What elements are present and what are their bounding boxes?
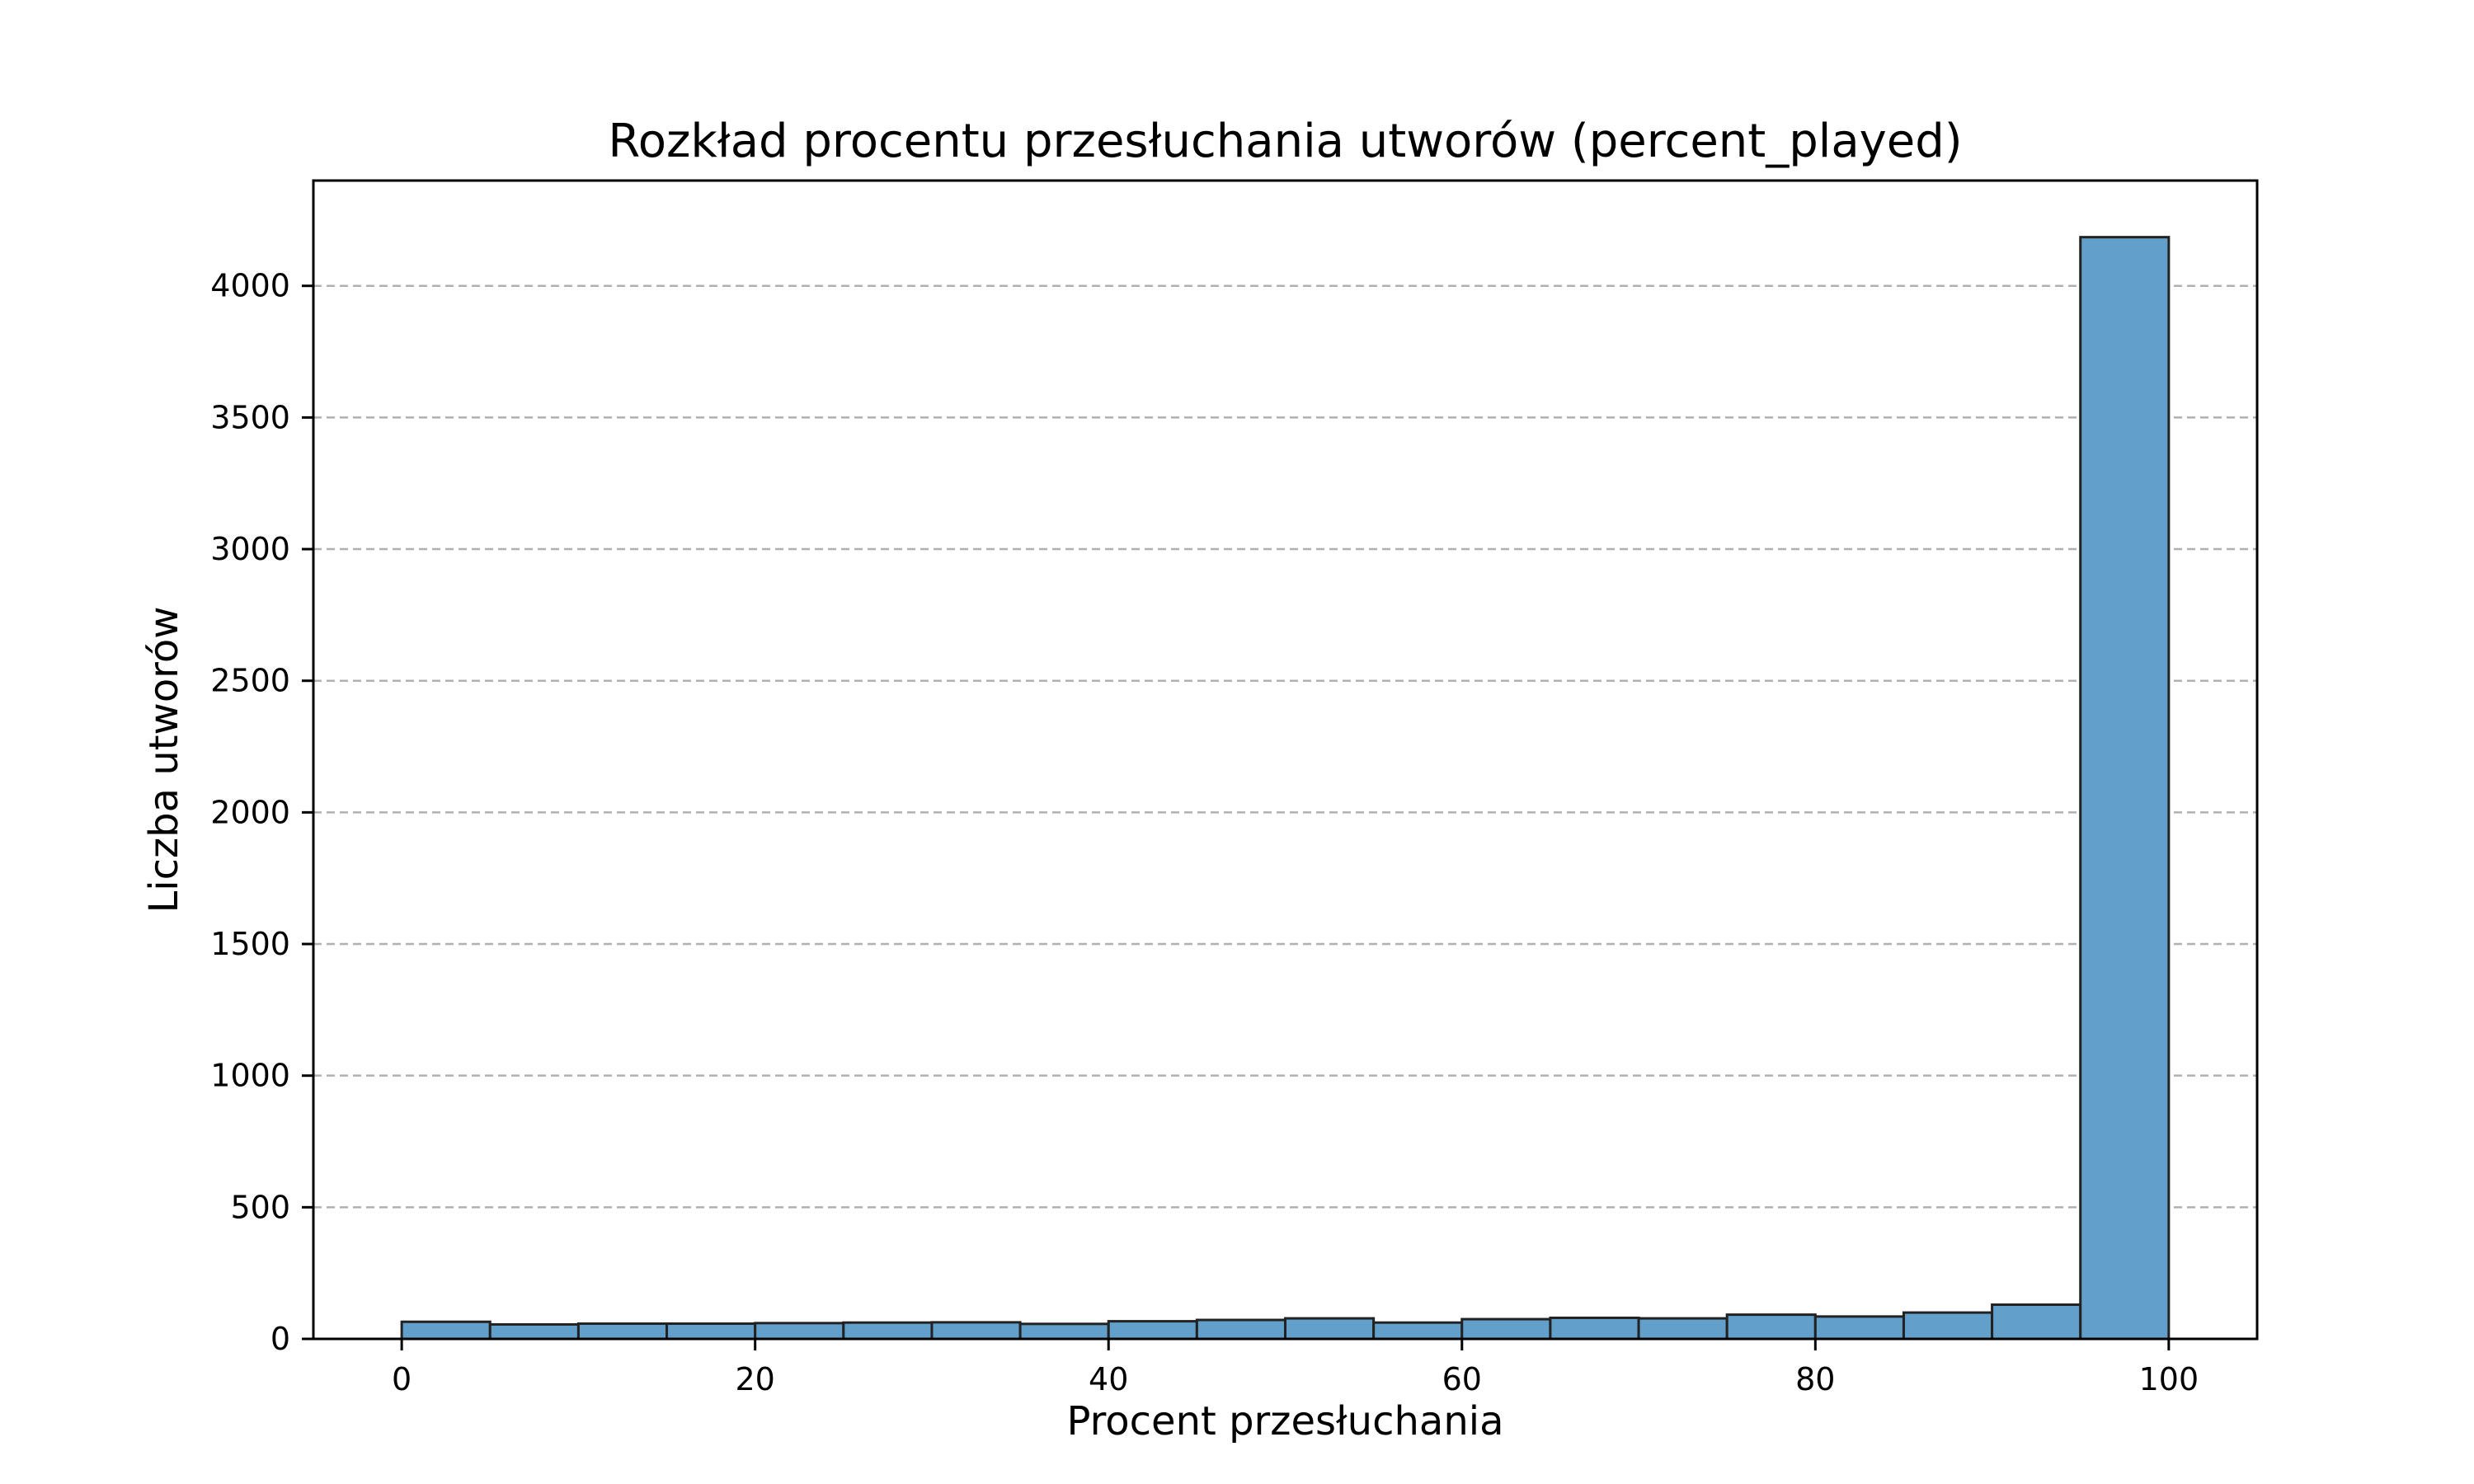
y-tick-label: 2000 <box>210 794 290 830</box>
histogram-bar <box>576 1322 669 1341</box>
histogram-bar <box>1372 1321 1464 1341</box>
histogram-bar <box>1107 1320 1198 1341</box>
histogram-bar <box>1460 1317 1552 1341</box>
histogram-bar <box>488 1322 580 1341</box>
x-tick-label: 80 <box>1795 1361 1835 1397</box>
histogram-bar <box>1195 1318 1287 1341</box>
histogram-bar <box>754 1322 845 1341</box>
histogram-bar <box>1284 1317 1376 1341</box>
y-tick-label: 2500 <box>210 663 290 699</box>
x-axis-label: Procent przesłuchania <box>1067 1398 1504 1444</box>
x-tick-label: 40 <box>1089 1361 1128 1397</box>
y-tick-label: 4000 <box>210 268 290 304</box>
histogram-bar <box>2079 236 2171 1341</box>
bars <box>400 236 2171 1341</box>
histogram-bar <box>1725 1313 1817 1341</box>
chart-title: Rozkład procentu przesłuchania utworów (… <box>608 115 1962 168</box>
y-tick-label: 3500 <box>210 399 290 435</box>
x-tick-label: 20 <box>736 1361 775 1397</box>
y-tick-label: 0 <box>270 1321 290 1357</box>
y-tick-label: 1000 <box>210 1058 290 1094</box>
y-tick-label: 500 <box>230 1189 290 1225</box>
gridlines <box>313 284 2257 1209</box>
x-tick-label: 100 <box>2139 1361 2199 1397</box>
x-tick-label: 60 <box>1442 1361 1482 1397</box>
histogram-bar <box>1991 1303 2082 1341</box>
plot-area-frame <box>312 179 2259 1341</box>
histogram-bar <box>1637 1317 1729 1341</box>
histogram-bar <box>400 1320 492 1341</box>
y-axis-label: Liczba utworów <box>141 607 187 913</box>
x-tick-label: 0 <box>392 1361 412 1397</box>
histogram-bar <box>1018 1322 1110 1341</box>
y-tick-label: 1500 <box>210 926 290 962</box>
ticks: 0 20 40 60 80 1000500100015002000250030003500… <box>210 268 2199 1397</box>
y-tick-label: 3000 <box>210 531 290 567</box>
histogram-bar <box>1813 1315 1905 1341</box>
histogram-bar <box>1902 1311 1994 1341</box>
histogram-bar <box>930 1321 1022 1341</box>
histogram-bar <box>842 1321 934 1341</box>
histogram-bar <box>666 1322 757 1341</box>
histogram-bar <box>1549 1316 1640 1341</box>
